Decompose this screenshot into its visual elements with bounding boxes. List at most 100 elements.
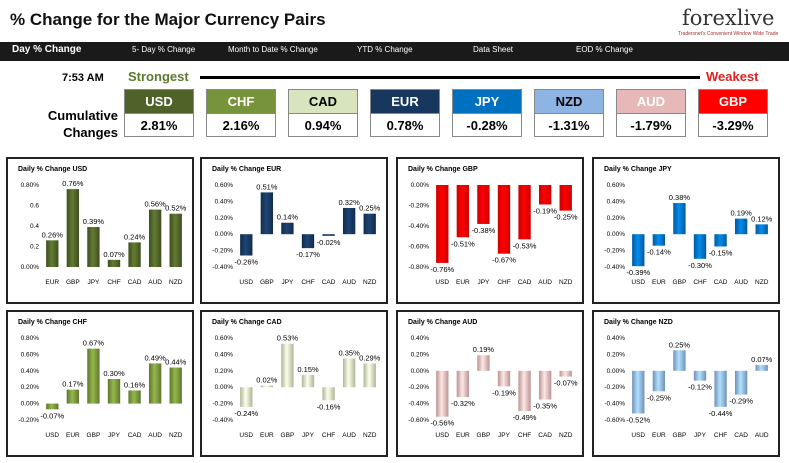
currency-code: USD [125, 90, 193, 114]
data-label: 0.16% [124, 380, 146, 389]
nav-ytd-change[interactable]: YTD % Change [357, 45, 413, 54]
bar-gbp [281, 343, 294, 388]
logo-text: forexlive [682, 6, 775, 30]
x-tick-label: EUR [652, 279, 666, 286]
nav-5day-change[interactable]: 5- Day % Change [132, 45, 196, 54]
forexlive-logo[interactable]: forexlive Tradersnet's Convenient Window… [672, 6, 782, 40]
y-tick-label: 0.60% [215, 182, 234, 189]
x-tick-label: NZD [169, 432, 183, 439]
data-label: 0.53% [277, 334, 299, 343]
data-label: 0.32% [339, 198, 361, 207]
chart-title: Daily % Change GBP [408, 166, 478, 173]
nav-eod-change[interactable]: EOD % Change [576, 45, 633, 54]
bar-cad [322, 234, 335, 236]
x-tick-label: AUD [148, 279, 162, 286]
x-tick-label: JPY [498, 432, 511, 439]
bar-aud [148, 209, 162, 267]
nav-month-to-date[interactable]: Month to Date % Change [228, 45, 318, 54]
x-tick-label: JPY [302, 432, 315, 439]
currency-code: AUD [617, 90, 685, 114]
x-tick-label: AUD [148, 432, 162, 439]
y-tick-label: -0.60% [604, 417, 625, 424]
data-label: -0.30% [688, 261, 712, 270]
data-label: -0.15% [709, 249, 733, 258]
x-tick-label: EUR [260, 432, 274, 439]
bar-aud [148, 363, 162, 404]
data-label: 0.19% [473, 345, 495, 354]
data-label: -0.25% [554, 213, 578, 222]
bar-chf [518, 370, 531, 411]
data-label: 0.15% [297, 365, 319, 374]
x-tick-label: JPY [694, 432, 707, 439]
bar-cad [128, 390, 141, 404]
x-tick-label: EUR [456, 432, 470, 439]
bar-nzd [363, 213, 376, 235]
data-label: 0.35% [339, 349, 361, 358]
logo-tagline: Tradersnet's Convenient Window Wide Trad… [678, 31, 779, 37]
x-tick-label: GBP [87, 432, 101, 439]
x-tick-label: GBP [673, 432, 687, 439]
chart-panel-7: Daily % Change AUD -0.60% -0.40% -0.20% 0.00… [396, 310, 584, 457]
y-tick-label: 0.20% [607, 215, 626, 222]
currency-cumulative-value: -1.31% [548, 118, 590, 133]
currency-code: NZD [535, 90, 603, 114]
x-tick-label: USD [435, 279, 449, 286]
currency-cumulative-value: 2.81% [140, 118, 178, 133]
bar-usd [436, 185, 449, 263]
data-label: -0.76% [430, 265, 454, 274]
y-tick-label: 0.20% [21, 384, 40, 391]
data-label: -0.44% [709, 409, 733, 418]
bar-aud [538, 185, 552, 205]
data-label: 0.52% [165, 204, 187, 213]
x-tick-label: GBP [260, 279, 274, 286]
data-label: -0.52% [626, 415, 650, 424]
currency-box-nzd: NZD -1.31% [534, 89, 604, 137]
data-label: 0.49% [145, 353, 167, 362]
x-tick-label: AUD [342, 279, 356, 286]
y-tick-label: -0.40% [212, 417, 233, 424]
bar-chart: Daily % Change JPY -0.40% -0.20% 0.00% 0.20%… [604, 166, 773, 286]
y-tick-label: 0.60% [21, 351, 40, 358]
x-tick-label: CAD [518, 279, 532, 286]
x-tick-label: JPY [108, 432, 121, 439]
bar-jpy [281, 222, 294, 235]
data-label: -0.51% [451, 239, 475, 248]
y-tick-label: 0.60% [607, 182, 626, 189]
chart-title: Daily % Change AUD [408, 319, 477, 326]
bar-chart: Daily % Change AUD -0.60% -0.40% -0.20% 0.00… [408, 319, 578, 439]
bar-chart: Daily % Change EUR -0.40% -0.20% 0.00% 0.20%… [212, 166, 381, 286]
currency-box-chf: CHF 2.16% [206, 89, 276, 137]
data-label: 0.76% [62, 179, 84, 188]
y-tick-label: -0.20% [604, 384, 625, 391]
y-tick-label: 0.40% [21, 368, 40, 375]
data-label: -0.25% [647, 393, 671, 402]
bar-chf [301, 234, 315, 249]
data-label: -0.07% [40, 411, 64, 420]
nav-day-change[interactable]: Day % Change [12, 44, 82, 55]
bar-usd [436, 370, 449, 417]
y-tick-label: -0.60% [408, 244, 429, 251]
nav-data-sheet[interactable]: Data Sheet [473, 45, 514, 54]
x-tick-label: CAD [128, 279, 142, 286]
bar-eur [66, 389, 80, 404]
data-label: 0.44% [165, 358, 187, 367]
data-label: -0.19% [533, 206, 557, 215]
bar-usd [632, 234, 645, 267]
bar-chf [693, 234, 707, 259]
x-tick-label: EUR [456, 279, 470, 286]
data-label: 0.17% [62, 380, 84, 389]
y-tick-label: 0.20% [607, 351, 626, 358]
y-tick-label: -0.20% [408, 384, 429, 391]
y-tick-label: 0.00% [21, 401, 40, 408]
x-tick-label: CHF [518, 432, 531, 439]
currency-box-cad: CAD 0.94% [288, 89, 358, 137]
currency-cumulative-value: 0.78% [386, 118, 424, 133]
x-tick-label: CHF [497, 279, 510, 286]
x-tick-label: EUR [66, 432, 80, 439]
data-label: -0.49% [513, 413, 537, 422]
bar-chart: Daily % Change CHF -0.20% 0.00% 0.20% 0.40% 0… [18, 319, 187, 439]
chart-panel-1: Daily % Change USD 0.00% 0.2 0.4 0.6 0.80% 0.2… [6, 157, 194, 304]
bar-eur [456, 185, 470, 238]
y-tick-label: -0.20% [212, 248, 233, 255]
data-label: -0.07% [554, 379, 578, 388]
